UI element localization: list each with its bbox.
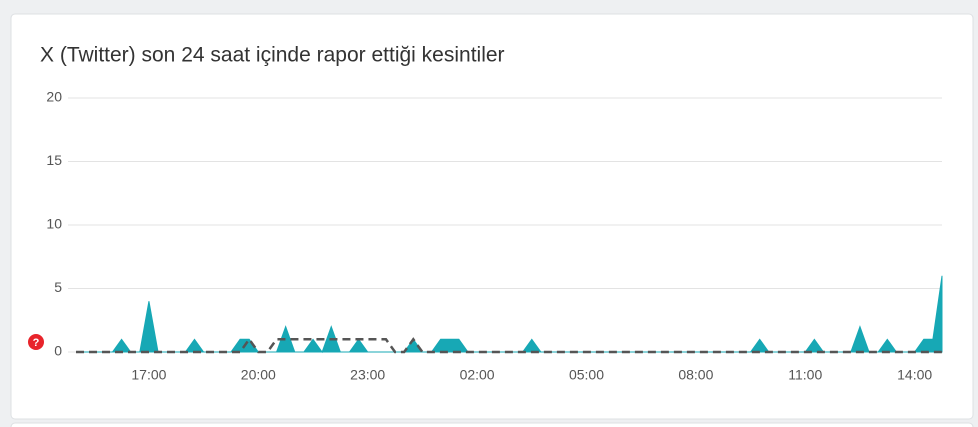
x-tick-label: 02:00 (460, 367, 495, 383)
y-tick-label: 15 (46, 152, 62, 168)
x-tick-label: 20:00 (241, 367, 276, 383)
y-tick-label: 20 (46, 89, 62, 105)
next-card (10, 422, 974, 427)
chart-title: X (Twitter) son 24 saat içinde rapor ett… (40, 44, 505, 67)
x-tick-label: 14:00 (897, 367, 932, 383)
baseline-line (76, 337, 942, 354)
x-tick-label: 23:00 (350, 367, 385, 383)
y-tick-label: 10 (46, 216, 62, 232)
y-tick-label: 5 (54, 279, 62, 295)
x-tick-label: 05:00 (569, 367, 604, 383)
help-icon[interactable] (28, 334, 44, 350)
card (10, 13, 974, 420)
help-icon-mark: ? (33, 337, 40, 349)
x-tick-label: 11:00 (788, 367, 822, 383)
x-tick-label: 17:00 (131, 367, 166, 383)
y-tick-label: 0 (54, 343, 62, 359)
x-tick-label: 08:00 (678, 367, 713, 383)
